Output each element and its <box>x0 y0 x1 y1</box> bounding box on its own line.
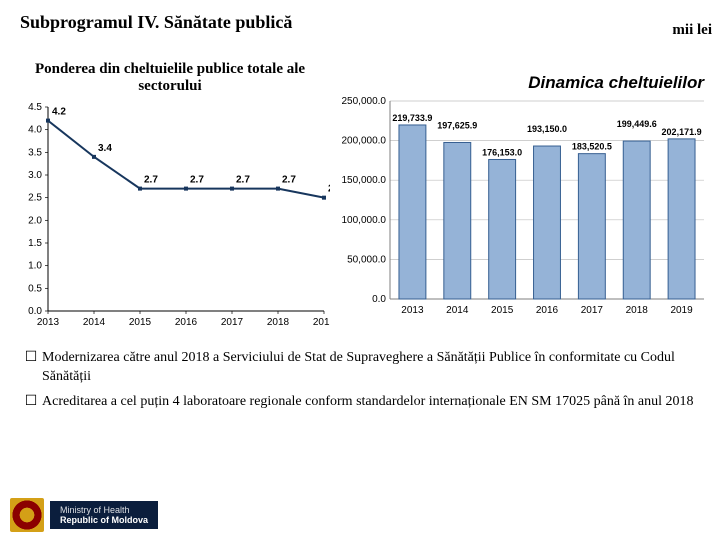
bullet-text: Modernizarea către anul 2018 a Serviciul… <box>42 349 700 387</box>
line-chart-title: Ponderea din cheltuielile publice totale… <box>20 61 320 95</box>
list-item: ☐ Acreditarea a cel puțin 4 laboratoare … <box>20 393 700 412</box>
bullet-list: ☐ Modernizarea către anul 2018 a Servici… <box>20 349 700 412</box>
svg-text:2.7: 2.7 <box>236 175 250 186</box>
svg-text:2.7: 2.7 <box>144 175 158 186</box>
emblem-icon <box>10 498 44 532</box>
svg-text:183,520.5: 183,520.5 <box>572 142 612 152</box>
svg-text:4.2: 4.2 <box>52 107 66 118</box>
svg-text:2.7: 2.7 <box>190 175 204 186</box>
svg-text:1.0: 1.0 <box>28 261 42 272</box>
svg-text:2.0: 2.0 <box>28 215 42 226</box>
svg-text:2017: 2017 <box>221 317 244 328</box>
svg-text:50,000.0: 50,000.0 <box>347 254 386 265</box>
bar-chart: Dinamica cheltuielilor 0.0 50,000.0 100,00… <box>340 75 710 325</box>
svg-text:2017: 2017 <box>581 305 604 316</box>
svg-text:250,000.0: 250,000.0 <box>342 96 387 107</box>
svg-text:2015: 2015 <box>129 317 152 328</box>
svg-text:2014: 2014 <box>83 317 106 328</box>
svg-text:2019: 2019 <box>670 305 693 316</box>
bullet-text: Acreditarea a cel puțin 4 laboratoare re… <box>42 393 694 412</box>
bullet-marker-icon: ☐ <box>20 349 42 387</box>
svg-text:2.5: 2.5 <box>28 193 42 204</box>
charts-row: 0.0 0.5 1.0 1.5 2.0 2.5 3.0 3.5 4.0 4.5 2013 2014 20… <box>20 101 700 331</box>
ministry-line1: Ministry of Health <box>60 505 148 515</box>
list-item: ☐ Modernizarea către anul 2018 a Servici… <box>20 349 700 387</box>
svg-text:176,153.0: 176,153.0 <box>482 147 522 157</box>
svg-text:2015: 2015 <box>491 305 514 316</box>
svg-text:3.5: 3.5 <box>28 147 42 158</box>
svg-text:2013: 2013 <box>37 317 60 328</box>
svg-text:2018: 2018 <box>626 305 649 316</box>
svg-text:4.0: 4.0 <box>28 125 42 136</box>
ministry-badge: Ministry of Health Republic of Moldova <box>50 501 158 530</box>
svg-text:2019: 2019 <box>313 317 330 328</box>
svg-text:1.5: 1.5 <box>28 238 42 249</box>
svg-text:193,150.0: 193,150.0 <box>527 124 567 134</box>
svg-text:0.0: 0.0 <box>28 306 42 317</box>
svg-text:2013: 2013 <box>401 305 424 316</box>
line-chart: 0.0 0.5 1.0 1.5 2.0 2.5 3.0 3.5 4.0 4.5 2013 2014 20… <box>20 101 330 331</box>
svg-text:2.7: 2.7 <box>282 175 296 186</box>
svg-text:199,449.6: 199,449.6 <box>617 119 657 129</box>
svg-text:100,000.0: 100,000.0 <box>342 215 387 226</box>
svg-text:4.5: 4.5 <box>28 102 42 113</box>
svg-text:3.0: 3.0 <box>28 170 42 181</box>
svg-text:219,733.9: 219,733.9 <box>392 113 432 123</box>
svg-text:2016: 2016 <box>536 305 559 316</box>
svg-text:0.5: 0.5 <box>28 283 42 294</box>
svg-text:150,000.0: 150,000.0 <box>342 175 387 186</box>
page-title: Subprogramul IV. Sănătate publică <box>20 12 700 33</box>
bar-chart-title: Dinamica cheltuielilor <box>528 73 704 93</box>
svg-text:2016: 2016 <box>175 317 198 328</box>
svg-text:197,625.9: 197,625.9 <box>437 120 477 130</box>
svg-text:2014: 2014 <box>446 305 469 316</box>
footer: Ministry of Health Republic of Moldova <box>10 498 158 532</box>
svg-text:3.4: 3.4 <box>98 143 112 154</box>
bullet-marker-icon: ☐ <box>20 393 42 412</box>
ministry-line2: Republic of Moldova <box>60 515 148 525</box>
svg-text:202,171.9: 202,171.9 <box>662 127 702 137</box>
svg-text:2.5: 2.5 <box>328 184 330 195</box>
svg-text:200,000.0: 200,000.0 <box>342 136 387 147</box>
svg-text:0.0: 0.0 <box>372 294 386 305</box>
units-label: mii lei <box>672 22 712 39</box>
svg-text:2018: 2018 <box>267 317 290 328</box>
